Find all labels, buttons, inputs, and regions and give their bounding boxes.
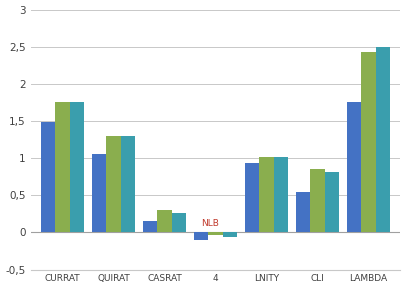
Bar bbox=[273, 158, 287, 232]
Bar bbox=[310, 169, 324, 232]
Bar bbox=[120, 136, 134, 232]
Bar bbox=[143, 221, 157, 232]
Bar bbox=[245, 163, 259, 232]
Bar bbox=[346, 102, 360, 232]
Bar bbox=[92, 154, 106, 232]
Bar bbox=[360, 52, 375, 232]
Bar bbox=[55, 102, 70, 232]
Bar bbox=[106, 136, 120, 232]
Bar bbox=[41, 123, 55, 232]
Bar bbox=[171, 213, 185, 232]
Bar bbox=[70, 102, 84, 232]
Bar bbox=[324, 171, 338, 232]
Bar bbox=[157, 210, 171, 232]
Bar bbox=[259, 157, 273, 232]
Bar bbox=[194, 232, 208, 240]
Bar bbox=[295, 192, 310, 232]
Bar bbox=[208, 232, 222, 236]
Bar bbox=[222, 232, 237, 237]
Text: NLB: NLB bbox=[201, 219, 219, 228]
Bar bbox=[375, 47, 389, 232]
